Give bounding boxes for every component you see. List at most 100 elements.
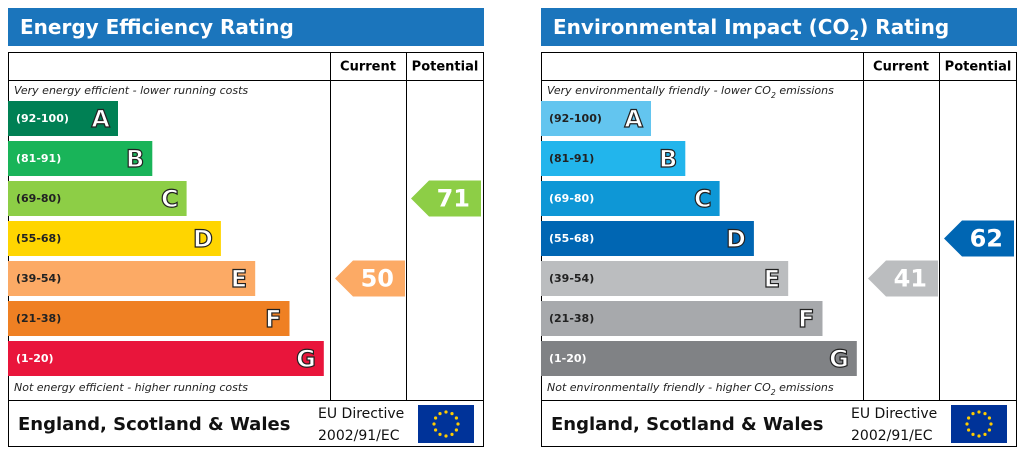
band-range: (39-54)	[549, 272, 594, 285]
subscript: 2	[849, 28, 859, 44]
title-bar	[8, 8, 484, 46]
rating-band	[541, 261, 789, 296]
band-range: (69-80)	[16, 192, 61, 205]
eu-star	[967, 416, 971, 420]
column-header: Potential	[945, 60, 1012, 75]
band-range: (21-38)	[549, 312, 594, 325]
band-letter: E	[764, 265, 780, 293]
panel-title: Energy Efficiency Rating	[20, 15, 294, 39]
eu-star	[965, 422, 969, 426]
text-part: emissions	[776, 84, 834, 97]
band-range: (92-100)	[16, 112, 69, 125]
epc-panel: Energy Efficiency Rating Current Potential…	[8, 8, 484, 447]
band-letter: A	[91, 105, 110, 133]
column-header: Current	[873, 60, 929, 75]
rating-value: 71	[437, 185, 470, 213]
rating-value: 41	[894, 265, 927, 293]
rating-band	[541, 221, 754, 256]
rating-band	[8, 181, 187, 216]
eu-star	[444, 410, 448, 414]
band-range: (1-20)	[549, 352, 587, 365]
footer-region: England, Scotland & Wales	[551, 414, 823, 435]
bottom-note: Not environmentally friendly - higher CO…	[547, 381, 834, 397]
eu-star	[454, 428, 458, 432]
eu-star	[434, 428, 438, 432]
rating-band	[541, 341, 857, 376]
top-note: Very energy efficient - lower running co…	[14, 84, 248, 97]
rating-band	[541, 141, 686, 176]
band-letter: E	[231, 265, 247, 293]
band-range: (1-20)	[16, 352, 54, 365]
rating-band	[541, 101, 651, 136]
rating-arrow	[868, 260, 938, 297]
column-header: Current	[340, 60, 396, 75]
text-part: Very energy efficient - lower running co…	[14, 84, 248, 97]
band-letter: B	[659, 145, 677, 173]
panel-title: Environmental Impact (CO2) Rating	[553, 15, 949, 45]
text-part: emissions	[776, 381, 834, 394]
rating-arrow	[411, 180, 481, 217]
band-letter: G	[829, 345, 849, 373]
eu-star	[444, 434, 448, 438]
text-part: Environmental Impact (CO	[553, 15, 849, 39]
rating-arrow	[944, 220, 1014, 257]
eu-star	[989, 422, 993, 426]
epc-panel: Environmental Impact (CO2) RatingCurrent…	[541, 8, 1017, 447]
eu-star	[983, 412, 987, 416]
band-range: (92-100)	[549, 112, 602, 125]
eu-star	[456, 422, 460, 426]
footer-directive: 2002/91/EC	[851, 428, 933, 444]
eu-star	[987, 416, 991, 420]
band-range: (81-91)	[549, 152, 594, 165]
band-letter: C	[161, 185, 179, 213]
rating-band	[8, 221, 221, 256]
eu-star	[967, 428, 971, 432]
band-letter: D	[726, 225, 746, 253]
title-bar	[541, 8, 1017, 46]
rating-band	[8, 261, 256, 296]
rating-band	[8, 141, 153, 176]
rating-band	[8, 101, 118, 136]
bottom-note: Not energy efficient - higher running co…	[14, 381, 248, 394]
footer-region: England, Scotland & Wales	[18, 414, 290, 435]
footer-directive: EU Directive	[318, 406, 404, 422]
rating-value: 50	[361, 265, 394, 293]
band-letter: D	[193, 225, 213, 253]
top-note: Very environmentally friendly - lower CO…	[547, 84, 834, 100]
band-range: (55-68)	[16, 232, 61, 245]
footer-directive: 2002/91/EC	[318, 428, 400, 444]
eu-star	[432, 422, 436, 426]
rating-band	[8, 301, 290, 336]
band-letter: A	[624, 105, 643, 133]
rating-band	[541, 301, 823, 336]
band-range: (81-91)	[16, 152, 61, 165]
band-letter: F	[265, 305, 281, 333]
rating-value: 62	[970, 225, 1003, 253]
subscript: 2	[771, 388, 776, 397]
text-part: Very environmentally friendly - lower CO	[547, 84, 771, 97]
eu-star	[438, 412, 442, 416]
band-letter: C	[694, 185, 712, 213]
eu-star	[971, 412, 975, 416]
eu-star	[438, 432, 442, 436]
text-part: ) Rating	[859, 15, 949, 39]
text-part: Energy Efficiency Rating	[20, 15, 294, 39]
eu-star	[987, 428, 991, 432]
eu-star	[971, 432, 975, 436]
eu-star	[450, 412, 454, 416]
band-range: (21-38)	[16, 312, 61, 325]
eu-star	[983, 432, 987, 436]
band-range: (69-80)	[549, 192, 594, 205]
eu-star	[977, 410, 981, 414]
band-letter: F	[798, 305, 814, 333]
eu-star	[434, 416, 438, 420]
eu-star	[450, 432, 454, 436]
footer-directive: EU Directive	[851, 406, 937, 422]
rating-band	[541, 181, 720, 216]
band-range: (55-68)	[549, 232, 594, 245]
rating-arrow	[335, 260, 405, 297]
band-range: (39-54)	[16, 272, 61, 285]
subscript: 2	[771, 91, 776, 100]
